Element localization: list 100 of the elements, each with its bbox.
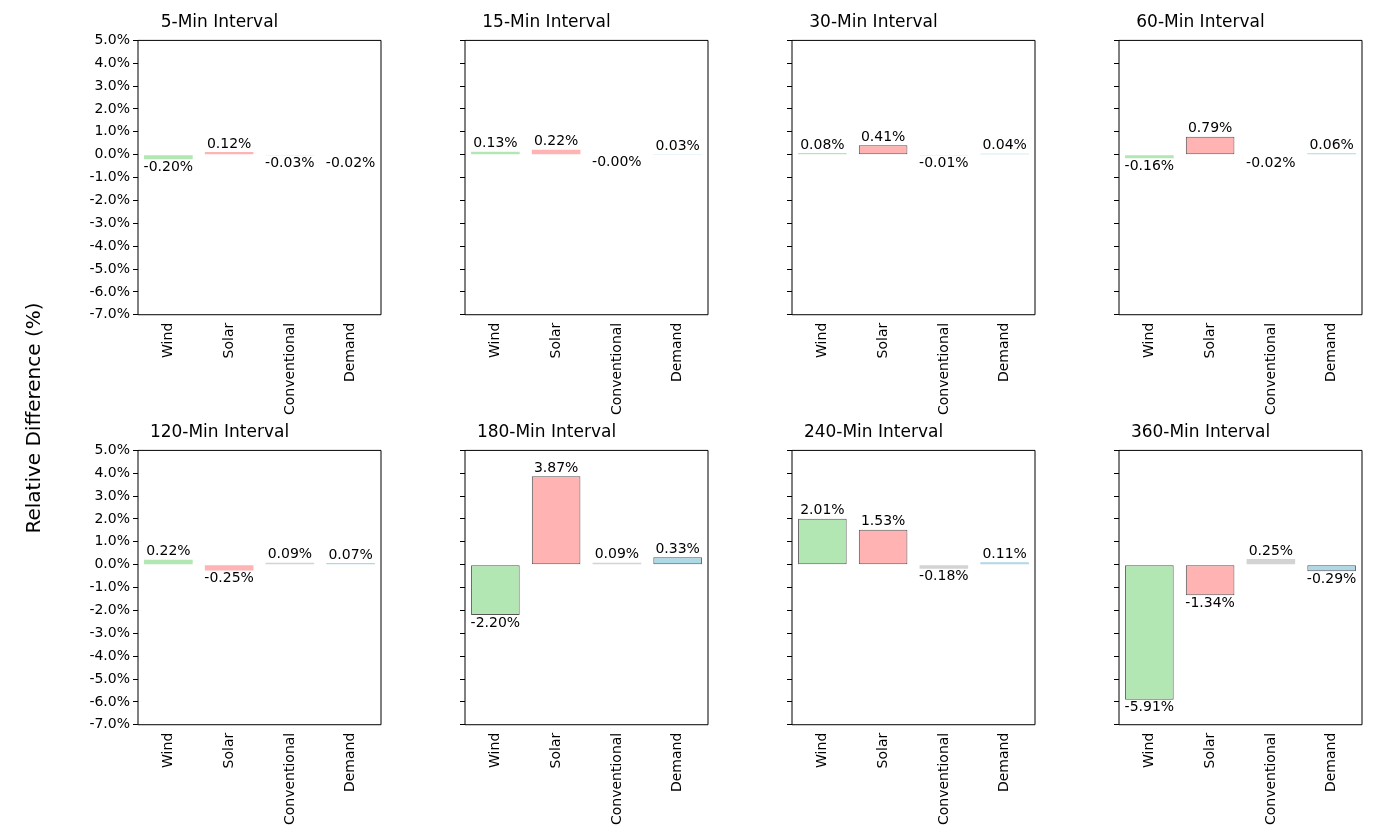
- data-label: 0.07%: [328, 545, 373, 562]
- data-label: 0.12%: [206, 134, 252, 151]
- data-label: 0.04%: [982, 136, 1027, 153]
- chart-title: 180-Min Interval: [476, 420, 617, 441]
- x-tick-label: Wind: [159, 322, 176, 358]
- data-label: -0.01%: [919, 153, 969, 170]
- data-label: -0.03%: [265, 154, 315, 171]
- x-tick-label: Conventional: [934, 732, 951, 826]
- chart-title: 15-Min Interval: [482, 10, 611, 31]
- data-label: -2.20%: [470, 613, 521, 630]
- bar: [980, 562, 1029, 565]
- y-tick-label: -2.0%: [89, 191, 130, 208]
- y-tick-label: -6.0%: [89, 282, 130, 299]
- y-tick-label: -7.0%: [89, 715, 130, 732]
- data-label: 3.87%: [533, 458, 579, 475]
- x-tick-label: Wind: [159, 732, 176, 768]
- x-tick-label: Demand: [1322, 732, 1339, 793]
- chart-title: 360-Min Interval: [1130, 420, 1271, 441]
- x-tick-label: Conventional: [280, 732, 297, 826]
- x-tick-label: Wind: [1140, 732, 1157, 768]
- x-tick-label: Solar: [1200, 322, 1217, 359]
- x-tick-label: Wind: [813, 732, 830, 768]
- x-tick-label: Conventional: [607, 732, 624, 826]
- data-label: 0.33%: [655, 539, 700, 556]
- x-tick-label: Wind: [813, 322, 830, 358]
- y-tick-label: 2.0%: [94, 509, 130, 526]
- data-label: -0.18%: [919, 567, 969, 584]
- x-tick-label: Conventional: [934, 322, 951, 416]
- y-tick-label: 2.0%: [94, 99, 130, 116]
- y-tick-label: -2.0%: [89, 601, 130, 618]
- x-tick-label: Demand: [995, 322, 1012, 383]
- data-label: 1.53%: [860, 512, 906, 529]
- data-label: 0.09%: [267, 545, 313, 562]
- chart-title: 240-Min Interval: [803, 420, 944, 441]
- y-tick-label: -6.0%: [89, 692, 130, 709]
- y-tick-label: 4.0%: [94, 53, 130, 70]
- y-tick-label: 3.0%: [94, 76, 130, 93]
- x-tick-label: Conventional: [607, 322, 624, 416]
- y-tick-label: 5.0%: [94, 31, 130, 48]
- y-tick-label: -4.0%: [89, 646, 130, 663]
- x-tick-label: Solar: [873, 732, 890, 769]
- y-tick-label: 4.0%: [94, 463, 130, 480]
- data-label: 0.25%: [1248, 541, 1294, 558]
- data-label: -0.16%: [1124, 157, 1175, 173]
- y-tick-label: -5.0%: [89, 669, 130, 686]
- chart-title: 30-Min Interval: [809, 10, 938, 31]
- bar: [919, 565, 969, 569]
- x-tick-label: Solar: [546, 322, 563, 359]
- y-tick-label: 0.0%: [94, 145, 130, 162]
- data-label: 0.79%: [1187, 119, 1233, 136]
- x-tick-label: Demand: [341, 322, 358, 383]
- x-tick-label: Solar: [219, 322, 236, 359]
- data-label: 0.03%: [655, 136, 700, 153]
- data-label: 0.41%: [860, 127, 906, 144]
- y-tick-label: -4.0%: [89, 236, 130, 253]
- y-tick-label: -3.0%: [89, 623, 130, 640]
- x-tick-label: Demand: [995, 732, 1012, 793]
- data-label: -0.25%: [204, 569, 254, 586]
- data-label: 0.06%: [1309, 135, 1354, 152]
- chart-title: 120-Min Interval: [149, 420, 290, 441]
- x-tick-label: Demand: [668, 322, 685, 383]
- data-label: -0.20%: [143, 157, 194, 174]
- x-tick-label: Solar: [873, 322, 890, 359]
- x-tick-label: Conventional: [1261, 732, 1278, 826]
- data-label: 0.11%: [982, 544, 1027, 561]
- y-tick-label: -5.0%: [89, 259, 130, 276]
- data-label: -1.34%: [1185, 593, 1235, 610]
- y-tick-label: 3.0%: [94, 486, 130, 503]
- y-tick-label: 1.0%: [94, 532, 130, 549]
- data-label: 0.09%: [594, 545, 640, 562]
- data-label: 2.01%: [800, 501, 845, 518]
- data-label: -5.91%: [1124, 698, 1175, 715]
- y-tick-label: -1.0%: [89, 578, 130, 595]
- x-tick-label: Conventional: [1261, 322, 1278, 416]
- y-tick-label: 5.0%: [94, 441, 130, 458]
- data-label: -0.02%: [325, 153, 376, 170]
- chart-title: 60-Min Interval: [1136, 10, 1265, 31]
- data-label: -0.02%: [1246, 153, 1296, 170]
- y-tick-label: 1.0%: [94, 122, 130, 139]
- x-tick-label: Demand: [668, 732, 685, 793]
- x-tick-label: Wind: [486, 322, 503, 358]
- x-tick-label: Demand: [1322, 322, 1339, 383]
- x-tick-label: Wind: [486, 732, 503, 768]
- x-tick-label: Demand: [341, 732, 358, 793]
- x-tick-label: Conventional: [280, 322, 297, 416]
- x-tick-label: Solar: [219, 732, 236, 769]
- data-label: 0.08%: [800, 135, 845, 152]
- data-label: -0.29%: [1306, 569, 1357, 586]
- x-tick-label: Wind: [1140, 322, 1157, 358]
- y-tick-label: -1.0%: [89, 168, 130, 185]
- data-label: 0.22%: [146, 542, 191, 559]
- data-label: 0.22%: [533, 132, 579, 149]
- data-label: -0.00%: [592, 153, 642, 170]
- x-tick-label: Solar: [1200, 732, 1217, 769]
- data-label: 0.13%: [473, 134, 518, 151]
- x-tick-label: Solar: [546, 732, 563, 769]
- y-tick-label: 0.0%: [94, 555, 130, 572]
- y-tick-label: -7.0%: [89, 305, 130, 322]
- y-axis-title: Relative Difference (%): [21, 302, 45, 534]
- y-tick-label: -3.0%: [89, 213, 130, 230]
